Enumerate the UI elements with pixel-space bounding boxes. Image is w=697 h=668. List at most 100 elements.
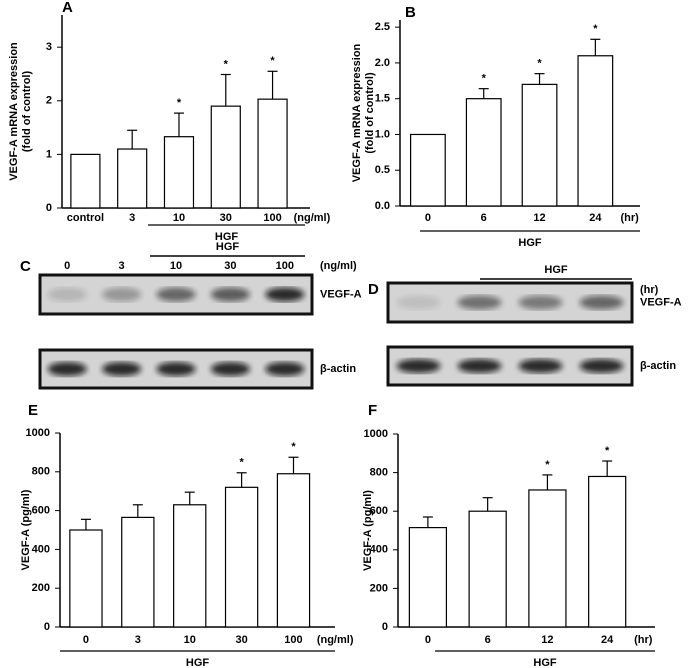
x-tick-label: 10 — [173, 212, 185, 224]
band — [210, 362, 250, 376]
y-tick-label: 800 — [32, 466, 50, 478]
band — [457, 359, 502, 373]
y-tick-label: 0 — [46, 202, 52, 214]
group-label: HGF — [544, 264, 568, 276]
significance-mark: * — [270, 55, 275, 67]
y-tick-label: 400 — [32, 543, 50, 555]
significance-mark: * — [593, 23, 598, 35]
y-tick-label: 2.5 — [375, 21, 390, 33]
band — [156, 362, 196, 376]
x-tick-label: 6 — [481, 212, 487, 224]
x-tick-label: 6 — [485, 634, 491, 646]
bar — [521, 83, 558, 207]
y-tick-label: 1.0 — [375, 128, 390, 140]
band — [265, 287, 305, 302]
x-tick-label: 0 — [83, 634, 89, 646]
band — [47, 362, 87, 376]
band — [579, 295, 624, 310]
y-tick-label: 0 — [44, 621, 50, 633]
panel-label: F — [368, 402, 377, 419]
y-tick-label: 400 — [370, 544, 388, 556]
band — [396, 359, 441, 373]
panel-label: C — [20, 258, 31, 275]
bar — [121, 516, 155, 628]
bar — [117, 148, 148, 209]
x-tick-label: 3 — [135, 634, 141, 646]
y-axis-label: VEGF-A mRNA expression — [8, 42, 20, 181]
y-axis-label: (fold of control) — [21, 71, 33, 153]
lane-label: 100 — [276, 260, 294, 272]
band — [457, 295, 502, 310]
y-tick-label: 1 — [46, 148, 52, 160]
panel-label: A — [62, 0, 73, 16]
y-axis-label: (fold of control) — [364, 72, 376, 154]
band — [47, 287, 87, 302]
unit-label: (ng/ml) — [320, 260, 357, 272]
x-tick-label: 12 — [541, 634, 553, 646]
x-tick-label: 0 — [425, 212, 431, 224]
y-tick-label: 1000 — [26, 427, 50, 439]
significance-mark: * — [239, 457, 244, 469]
x-tick-label: 24 — [589, 212, 602, 224]
bar — [408, 527, 448, 628]
x-tick-label: 30 — [235, 634, 247, 646]
y-axis-label: VEGF-A (pg/ml) — [20, 489, 32, 570]
panel-label: B — [405, 4, 416, 21]
group-label: HGF — [216, 241, 240, 253]
significance-mark: * — [482, 73, 487, 85]
x-tick-label: 100 — [284, 634, 302, 646]
significance-mark: * — [545, 459, 550, 471]
bar — [163, 136, 195, 209]
lane-label: 0 — [64, 260, 70, 272]
panel-label: D — [368, 281, 379, 298]
bar — [224, 486, 259, 628]
x-tick-label: 100 — [263, 212, 281, 224]
x-unit: (ng/ml) — [294, 212, 331, 224]
x-tick-label: control — [67, 212, 104, 224]
y-tick-label: 0.5 — [375, 164, 390, 176]
y-axis-label: VEGF-A (pg/ml) — [362, 490, 374, 571]
y-tick-label: 1000 — [364, 428, 388, 440]
band-label: VEGF-A — [640, 296, 682, 308]
y-tick-label: 600 — [32, 505, 50, 517]
x-axis-label: HGF — [215, 231, 239, 243]
x-unit: (hr) — [620, 212, 639, 224]
lane-label: 3 — [119, 260, 125, 272]
x-axis-label: HGF — [518, 237, 542, 249]
bar — [69, 529, 103, 628]
bar — [588, 475, 627, 628]
y-tick-label: 800 — [370, 467, 388, 479]
significance-mark: * — [537, 58, 542, 70]
bar — [173, 504, 207, 628]
x-unit: (ng/ml) — [317, 634, 354, 646]
x-tick-label: 30 — [220, 212, 232, 224]
band — [518, 295, 563, 310]
y-tick-label: 3 — [46, 41, 52, 53]
bar — [468, 510, 507, 628]
significance-mark: * — [605, 445, 610, 457]
band-label: VEGF-A — [320, 288, 362, 300]
x-unit: (hr) — [634, 634, 653, 646]
x-tick-label: 0 — [425, 634, 431, 646]
band — [396, 295, 441, 310]
bar — [528, 489, 567, 628]
x-axis-label: HGF — [186, 657, 210, 668]
panel-label: E — [28, 402, 38, 419]
y-tick-label: 2 — [46, 95, 52, 107]
x-axis-label: HGF — [533, 657, 557, 668]
bar — [257, 98, 288, 209]
band — [102, 362, 142, 376]
band — [102, 287, 142, 302]
band — [265, 362, 305, 376]
band — [210, 287, 250, 302]
bar — [577, 55, 614, 207]
significance-mark: * — [291, 441, 296, 453]
y-tick-label: 0.0 — [375, 200, 390, 212]
bar — [410, 133, 446, 207]
y-tick-label: 2.0 — [375, 57, 390, 69]
y-tick-label: 0 — [382, 621, 388, 633]
y-tick-label: 200 — [32, 582, 50, 594]
significance-mark: * — [177, 97, 182, 109]
band-label: β-actin — [320, 363, 356, 375]
